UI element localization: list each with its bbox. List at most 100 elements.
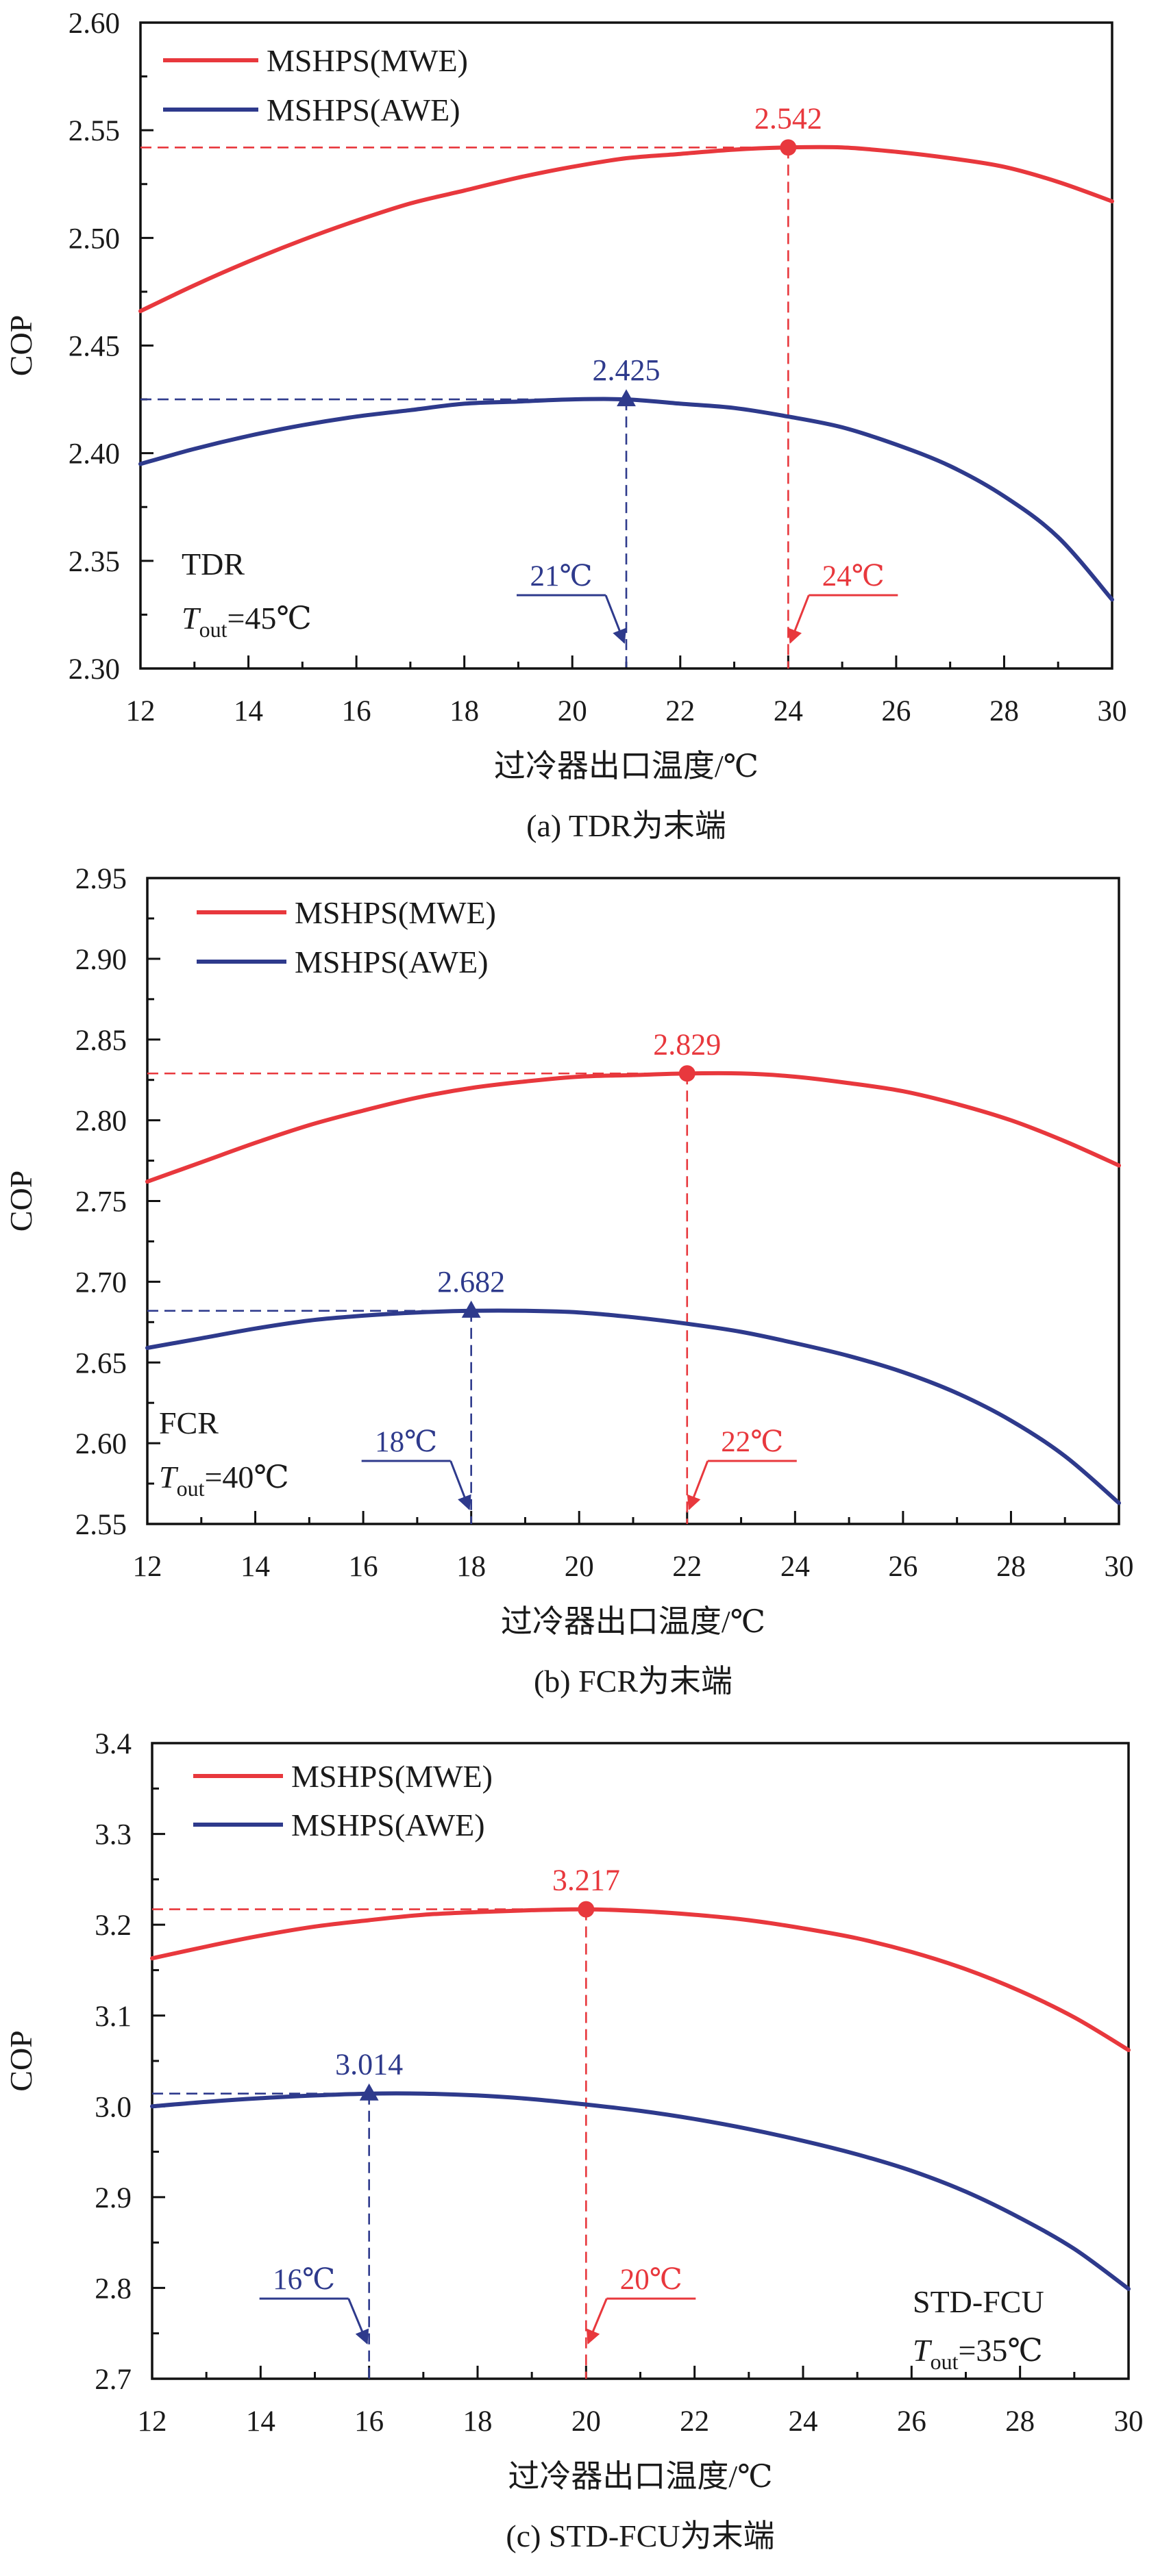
- x-tick-label: 12: [138, 2405, 167, 2438]
- x-tick-label: 18: [449, 695, 479, 727]
- peak-marker-triangle: [461, 1300, 481, 1318]
- x-tick-label: 26: [888, 1551, 917, 1583]
- optimal-temperature-label: 22℃: [721, 1426, 783, 1458]
- y-axis-title: COP: [3, 1171, 38, 1231]
- y-tick-label: 2.80: [75, 1105, 127, 1138]
- y-tick-label: 2.85: [75, 1025, 127, 1057]
- x-tick-label: 22: [665, 695, 695, 727]
- tout-value: =40℃: [204, 1460, 288, 1495]
- y-tick-label: 2.50: [69, 223, 120, 255]
- x-tick-label: 30: [1105, 1551, 1134, 1583]
- y-tick-label: 2.30: [69, 653, 120, 686]
- terminal-condition-label: STD-FCU: [913, 2284, 1044, 2319]
- peak-marker-circle: [780, 139, 797, 156]
- x-tick-label: 28: [1005, 2405, 1035, 2438]
- chart-panel-b: 12 14 16 18 20 22 24 26 28 30 2.55 2.60 2.65 2.70 2.75…: [3, 863, 1134, 1699]
- peak-value-label: 3.217: [552, 1864, 620, 1897]
- temperature-callout-arrow: [449, 1460, 471, 1510]
- temperature-callout-arrow: [788, 595, 810, 644]
- x-axis-title: 过冷器出口温度/℃: [508, 2459, 772, 2494]
- tout-value: =35℃: [958, 2333, 1042, 2368]
- optimal-temperature-label: 16℃: [273, 2264, 335, 2296]
- x-tick-label: 16: [342, 695, 371, 727]
- optimal-temperature-label: 20℃: [620, 2264, 682, 2296]
- y-tick-label: 3.3: [95, 1819, 132, 1851]
- panel-caption: (b) FCR为末端: [534, 1664, 732, 1699]
- x-tick-label: 30: [1098, 695, 1127, 727]
- x-tick-label: 20: [565, 1551, 594, 1583]
- outlet-temperature-label: Tout=45℃: [182, 601, 312, 642]
- y-tick-label: 3.1: [95, 2001, 132, 2033]
- x-tick-label: 20: [571, 2405, 601, 2438]
- temperature-callout-arrow: [347, 2298, 369, 2344]
- outlet-temperature-label: Tout=40℃: [159, 1460, 289, 1501]
- peak-value-label: 2.682: [437, 1265, 505, 1299]
- outlet-temperature-label: Tout=35℃: [913, 2333, 1043, 2374]
- x-tick-label: 14: [241, 1551, 270, 1583]
- y-tick-label: 3.4: [95, 1728, 132, 1760]
- temperature-callout-arrow: [586, 2298, 608, 2344]
- tout-subscript: out: [931, 2349, 959, 2374]
- tout-symbol: T: [159, 1460, 179, 1495]
- y-tick-label: 3.2: [95, 1910, 132, 1942]
- temperature-callout-arrow: [604, 595, 626, 644]
- temperature-callout-arrow: [687, 1460, 709, 1510]
- y-tick-label: 2.75: [75, 1186, 127, 1218]
- peak-value-label: 3.014: [335, 2048, 403, 2081]
- x-tick-label: 28: [996, 1551, 1026, 1583]
- x-tick-label: 14: [246, 2405, 275, 2438]
- y-tick-label: 2.55: [75, 1509, 127, 1541]
- panel-caption: (c) STD-FCU为末端: [506, 2518, 774, 2553]
- x-tick-label: 14: [234, 695, 263, 727]
- x-tick-label: 20: [558, 695, 587, 727]
- x-tick-label: 24: [774, 695, 803, 727]
- x-tick-label: 12: [126, 695, 156, 727]
- series-line-mshps-mwe: [138, 145, 1114, 314]
- x-tick-label: 26: [881, 695, 911, 727]
- y-tick-label: 2.55: [69, 115, 120, 147]
- peak-value-label: 2.425: [593, 353, 661, 387]
- x-axis-title: 过冷器出口温度/℃: [494, 749, 759, 784]
- series-line-mshps-awe: [150, 2091, 1131, 2291]
- x-tick-label: 18: [456, 1551, 486, 1583]
- peak-value-label: 2.829: [653, 1027, 721, 1061]
- x-tick-label: 16: [354, 2405, 384, 2438]
- x-tick-label: 30: [1114, 2405, 1144, 2438]
- y-axis-title: COP: [3, 315, 38, 376]
- x-tick-label: 24: [789, 2405, 818, 2438]
- peak-marker-triangle: [359, 2083, 379, 2101]
- legend-label-mshps-awe: MSHPS(AWE): [295, 945, 489, 979]
- y-tick-label: 2.9: [95, 2182, 132, 2214]
- y-tick-label: 3.0: [95, 2091, 132, 2123]
- x-tick-label: 16: [349, 1551, 378, 1583]
- series-line-mshps-awe: [145, 1308, 1121, 1505]
- optimal-temperature-label: 21℃: [530, 560, 592, 592]
- series-line-mshps-awe: [138, 397, 1114, 602]
- series-line-mshps-mwe: [150, 1907, 1131, 2053]
- x-tick-label: 24: [780, 1551, 810, 1583]
- legend-label-mshps-awe: MSHPS(AWE): [291, 1808, 485, 1842]
- terminal-condition-label: FCR: [159, 1405, 219, 1440]
- peak-marker-circle: [678, 1065, 695, 1082]
- y-tick-label: 2.7: [95, 2364, 132, 2396]
- x-tick-label: 18: [463, 2405, 493, 2438]
- y-tick-label: 2.60: [75, 1428, 127, 1460]
- series-line-mshps-mwe: [145, 1071, 1121, 1184]
- legend-label-mshps-mwe: MSHPS(MWE): [295, 895, 496, 930]
- tout-value: =45℃: [227, 601, 311, 636]
- y-tick-label: 2.8: [95, 2273, 132, 2305]
- legend-label-mshps-awe: MSHPS(AWE): [267, 92, 460, 127]
- y-tick-label: 2.65: [75, 1347, 127, 1379]
- chart-panel-c: 12 14 16 18 20 22 24 26 28 30 2.7 2.8 2.9 3.0 3.1 3.2 3.…: [3, 1728, 1144, 2553]
- x-tick-label: 28: [989, 695, 1019, 727]
- tout-subscript: out: [199, 617, 227, 642]
- terminal-condition-label: TDR: [182, 547, 245, 582]
- peak-value-label: 2.542: [754, 101, 822, 135]
- chart-panel-a: 12 14 16 18 20 22 24 26 28 30 2.30 2.35 2.40 2.45 2.50…: [3, 8, 1127, 843]
- tout-symbol: T: [913, 2333, 933, 2368]
- y-tick-label: 2.40: [69, 438, 120, 471]
- y-tick-label: 2.90: [75, 944, 127, 976]
- y-tick-label: 2.70: [75, 1266, 127, 1299]
- legend-label-mshps-mwe: MSHPS(MWE): [267, 43, 468, 78]
